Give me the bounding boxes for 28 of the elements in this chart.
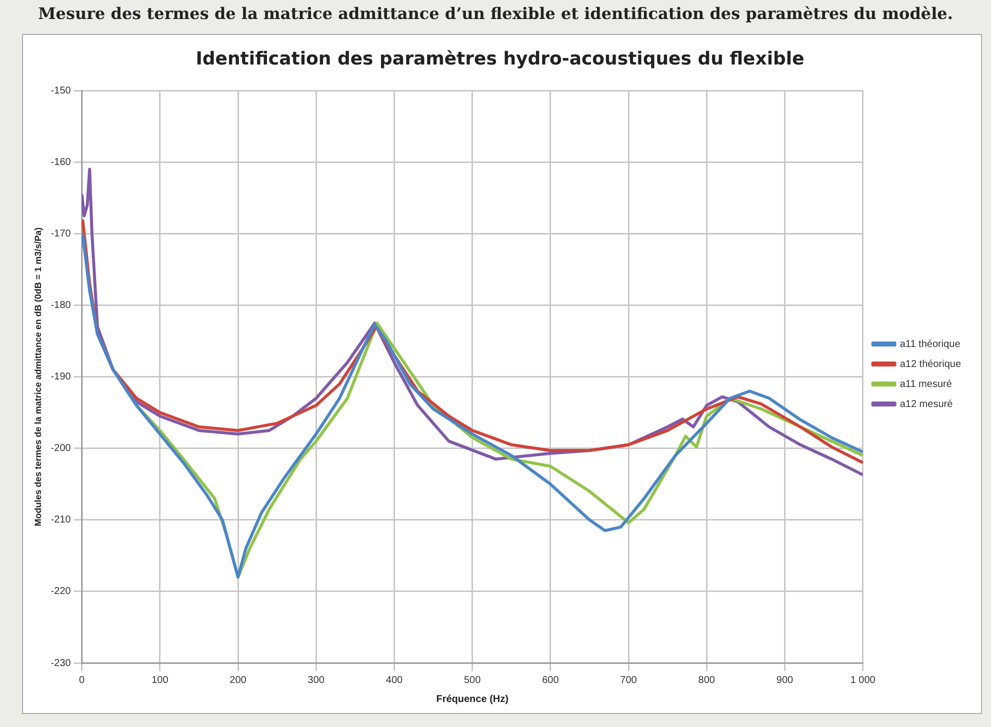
x-tick-label: 700: [620, 674, 638, 686]
x-tick-label: 800: [698, 674, 716, 686]
x-tick-label: 100: [152, 674, 169, 686]
x-tick-label: 500: [464, 674, 482, 686]
legend-label: a12 théorique: [900, 358, 962, 370]
y-tick-label: -230: [50, 658, 72, 669]
y-tick-label: -160: [50, 156, 72, 168]
y-tick-label: -150: [50, 85, 72, 96]
x-tick-label: 200: [230, 674, 247, 686]
legend-label: a11 mesuré: [900, 378, 952, 390]
legend-label: a12 mesuré: [900, 398, 954, 410]
y-tick-label: -180: [50, 300, 72, 311]
x-tick-label: 400: [386, 674, 404, 686]
legend-label: a11 théorique: [900, 338, 961, 350]
x-tick-label: 0: [79, 674, 86, 686]
y-axis-title: Modules des termes de la matrice admittance en dB (0dB = 1 m3/s/Pa): [32, 227, 43, 526]
y-tick-label: -170: [50, 228, 72, 240]
y-tick-label: -190: [50, 372, 72, 383]
x-tick-label: 600: [542, 674, 560, 686]
chart-title: Identification des paramètres hydro-acoustiques du flexible: [196, 48, 804, 70]
x-tick-label: 300: [308, 674, 325, 686]
chart-subtitle: Mesure des termes de la matrice admittance d’un flexible et identification des paramètres du modèle.: [37, 4, 954, 23]
y-tick-label: -200: [50, 443, 72, 454]
x-tick-label: 900: [776, 674, 794, 686]
x-axis-title: Fréquence (Hz): [436, 694, 508, 705]
y-tick-label: -220: [50, 586, 72, 598]
x-tick-label: 1 000: [850, 674, 876, 686]
y-tick-label: -210: [50, 514, 72, 526]
